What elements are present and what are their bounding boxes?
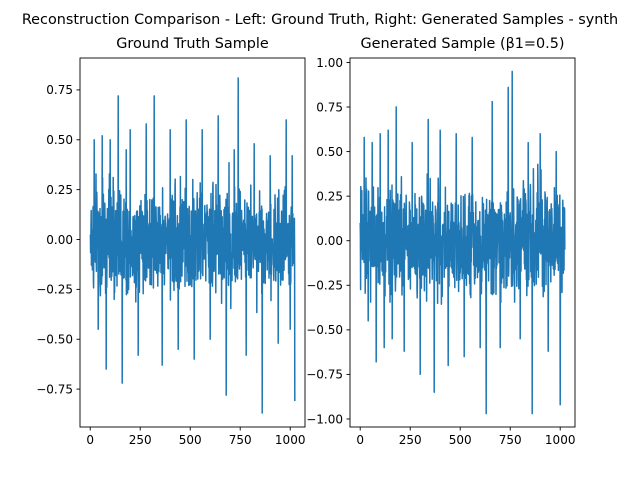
y-tick-label: 0.50: [46, 133, 73, 147]
y-tick-label: 0.50: [316, 145, 343, 159]
series-line: [359, 70, 566, 415]
x-tick-label: 250: [129, 433, 152, 447]
y-tick-label: −1.00: [306, 412, 343, 426]
x-tick-label: 0: [86, 433, 94, 447]
x-tick-label: 1000: [545, 433, 576, 447]
series-line: [89, 77, 296, 414]
y-tick-label: −0.25: [306, 279, 343, 293]
y-tick-label: −0.50: [306, 323, 343, 337]
y-tick-label: 0.25: [46, 183, 73, 197]
x-tick-label: 250: [399, 433, 422, 447]
y-tick-label: 0.00: [316, 234, 343, 248]
x-tick-label: 750: [499, 433, 522, 447]
y-tick-label: 1.00: [316, 56, 343, 70]
x-tick-label: 500: [449, 433, 472, 447]
figure-suptitle: Reconstruction Comparison - Left: Ground…: [22, 12, 618, 28]
x-tick-label: 1000: [275, 433, 306, 447]
y-tick-label: −0.75: [306, 368, 343, 382]
x-tick-label: 500: [179, 433, 202, 447]
axes-frame: [79, 57, 306, 428]
x-tick-label: 0: [356, 433, 364, 447]
y-tick-label: 0.25: [316, 189, 343, 203]
panel-title: Generated Sample (β1=0.5): [361, 36, 565, 52]
panel-title: Ground Truth Sample: [116, 36, 269, 52]
y-tick-label: −0.50: [36, 333, 73, 347]
panel-ground-truth: Ground Truth Sample 0 250 500 750 1000 −0.75 −0…: [36, 36, 305, 447]
y-tick-label: −0.75: [36, 382, 73, 396]
x-tick-label: 750: [229, 433, 252, 447]
axes-frame: [349, 57, 576, 428]
y-tick-label: 0.75: [316, 100, 343, 114]
y-tick-label: 0.00: [46, 233, 73, 247]
panel-generated-sample: Generated Sample (β1=0.5) 0 250 500 750 1000 −…: [306, 36, 575, 447]
y-tick-label: 0.75: [46, 83, 73, 97]
y-tick-label: −0.25: [36, 283, 73, 297]
